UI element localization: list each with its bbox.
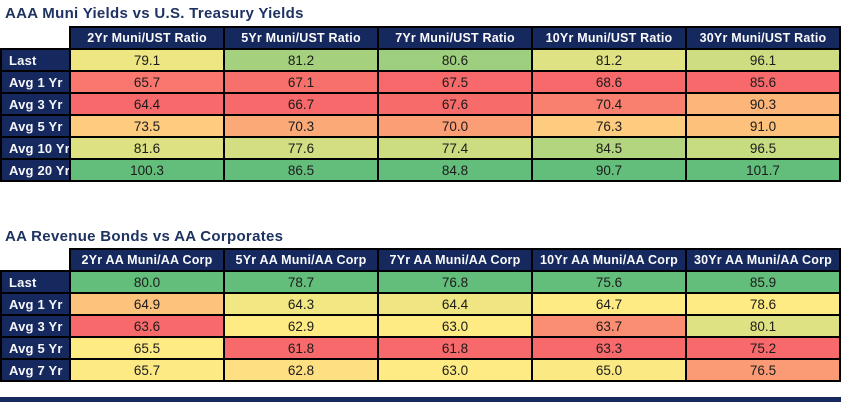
table-row: Avg 7 Yr 65.7 62.8 63.0 65.0 76.5 [0,358,841,382]
ratio-value-cell: 91.0 [685,114,841,138]
ratio-value-cell: 63.0 [377,314,533,338]
header-row: 2Yr AA Muni/AA Corp 5Yr AA Muni/AA Corp 7Y… [1,248,841,272]
row-label: Avg 1 Yr [0,292,71,316]
ratio-value-cell: 65.7 [69,70,225,94]
table-title-muni-ust: AAA Muni Yields vs U.S. Treasury Yields [5,5,304,22]
ratio-value-cell: 70.0 [377,114,533,138]
ratio-value-cell: 79.1 [69,48,225,72]
ratio-value-cell: 76.3 [531,114,687,138]
ratio-value-cell: 86.5 [223,158,379,182]
ratio-value-cell: 80.0 [69,270,225,294]
table-row: Avg 10 Yr 81.6 77.6 77.4 84.5 96.5 [0,136,841,160]
ratio-value-cell: 65.7 [69,358,225,382]
column-header: 30Yr Muni/UST Ratio [685,26,841,50]
table-row: Last 80.0 78.7 76.8 75.6 85.9 [0,270,841,294]
ratio-value-cell: 70.3 [223,114,379,138]
table-row: Avg 5 Yr 73.5 70.3 70.0 76.3 91.0 [0,114,841,138]
ratio-value-cell: 75.6 [531,270,687,294]
header-row: 2Yr Muni/UST Ratio 5Yr Muni/UST Ratio 7Yr … [1,26,841,50]
ratio-value-cell: 63.3 [531,336,687,360]
column-header: 5Yr Muni/UST Ratio [223,26,379,50]
ratio-value-cell: 77.4 [377,136,533,160]
corner-cell [1,249,70,271]
ratio-value-cell: 78.7 [223,270,379,294]
column-header: 7Yr AA Muni/AA Corp [377,248,533,272]
ratio-value-cell: 67.5 [377,70,533,94]
column-header: 5Yr AA Muni/AA Corp [223,248,379,272]
column-header: 2Yr AA Muni/AA Corp [69,248,225,272]
ratio-value-cell: 65.0 [531,358,687,382]
ratio-value-cell: 67.1 [223,70,379,94]
ratio-value-cell: 76.5 [685,358,841,382]
ratio-value-cell: 101.7 [685,158,841,182]
column-header: 30Yr AA Muni/AA Corp [685,248,841,272]
table-row: Avg 3 Yr 63.6 62.9 63.0 63.7 80.1 [0,314,841,338]
row-label: Last [0,48,71,72]
table-row: Avg 1 Yr 64.9 64.3 64.4 64.7 78.6 [0,292,841,316]
column-header: 2Yr Muni/UST Ratio [69,26,225,50]
ratio-value-cell: 64.4 [377,292,533,316]
ratio-value-cell: 81.2 [531,48,687,72]
row-label: Avg 20 Yr [0,158,71,182]
ratio-value-cell: 63.7 [531,314,687,338]
ratio-value-cell: 64.4 [69,92,225,116]
ratio-value-cell: 77.6 [223,136,379,160]
row-label: Avg 5 Yr [0,336,71,360]
ratio-value-cell: 100.3 [69,158,225,182]
ratio-value-cell: 96.5 [685,136,841,160]
row-label: Last [0,270,71,294]
ratio-value-cell: 67.6 [377,92,533,116]
ratio-value-cell: 90.3 [685,92,841,116]
column-header: 10Yr Muni/UST Ratio [531,26,687,50]
row-label: Avg 3 Yr [0,92,71,116]
table-row: Last 79.1 81.2 80.6 81.2 96.1 [0,48,841,72]
ratio-value-cell: 76.8 [377,270,533,294]
row-label: Avg 1 Yr [0,70,71,94]
row-label: Avg 10 Yr [0,136,71,160]
ratio-value-cell: 64.7 [531,292,687,316]
muni-ust-ratio-table: 2Yr Muni/UST Ratio 5Yr Muni/UST Ratio 7Yr … [0,26,841,182]
row-label: Avg 7 Yr [0,358,71,382]
ratio-value-cell: 63.0 [377,358,533,382]
ratio-value-cell: 63.6 [69,314,225,338]
row-label: Avg 5 Yr [0,114,71,138]
ratio-value-cell: 68.6 [531,70,687,94]
ratio-value-cell: 66.7 [223,92,379,116]
ratio-value-cell: 81.2 [223,48,379,72]
ratio-value-cell: 61.8 [223,336,379,360]
column-header: 10Yr AA Muni/AA Corp [531,248,687,272]
ratio-value-cell: 85.6 [685,70,841,94]
ratio-value-cell: 80.1 [685,314,841,338]
ratio-value-cell: 62.8 [223,358,379,382]
ratio-value-cell: 90.7 [531,158,687,182]
bottom-accent-bar [0,397,841,402]
ratio-value-cell: 85.9 [685,270,841,294]
corner-cell [1,27,70,49]
aa-muni-aa-corp-ratio-table: 2Yr AA Muni/AA Corp 5Yr AA Muni/AA Corp 7Y… [0,248,841,382]
ratio-value-cell: 61.8 [377,336,533,360]
ratio-value-cell: 78.6 [685,292,841,316]
ratio-value-cell: 70.4 [531,92,687,116]
ratio-value-cell: 81.6 [69,136,225,160]
table-row: Avg 3 Yr 64.4 66.7 67.6 70.4 90.3 [0,92,841,116]
ratio-value-cell: 75.2 [685,336,841,360]
ratio-value-cell: 96.1 [685,48,841,72]
ratio-value-cell: 73.5 [69,114,225,138]
ratio-value-cell: 65.5 [69,336,225,360]
table-row: Avg 20 Yr 100.3 86.5 84.8 90.7 101.7 [0,158,841,182]
column-header: 7Yr Muni/UST Ratio [377,26,533,50]
ratio-value-cell: 80.6 [377,48,533,72]
table-row: Avg 1 Yr 65.7 67.1 67.5 68.6 85.6 [0,70,841,94]
table-row: Avg 5 Yr 65.5 61.8 61.8 63.3 75.2 [0,336,841,360]
ratio-value-cell: 62.9 [223,314,379,338]
ratio-value-cell: 64.3 [223,292,379,316]
ratio-value-cell: 84.8 [377,158,533,182]
row-label: Avg 3 Yr [0,314,71,338]
ratio-value-cell: 64.9 [69,292,225,316]
ratio-value-cell: 84.5 [531,136,687,160]
table-title-aa-muni-aa-corp: AA Revenue Bonds vs AA Corporates [5,228,284,245]
